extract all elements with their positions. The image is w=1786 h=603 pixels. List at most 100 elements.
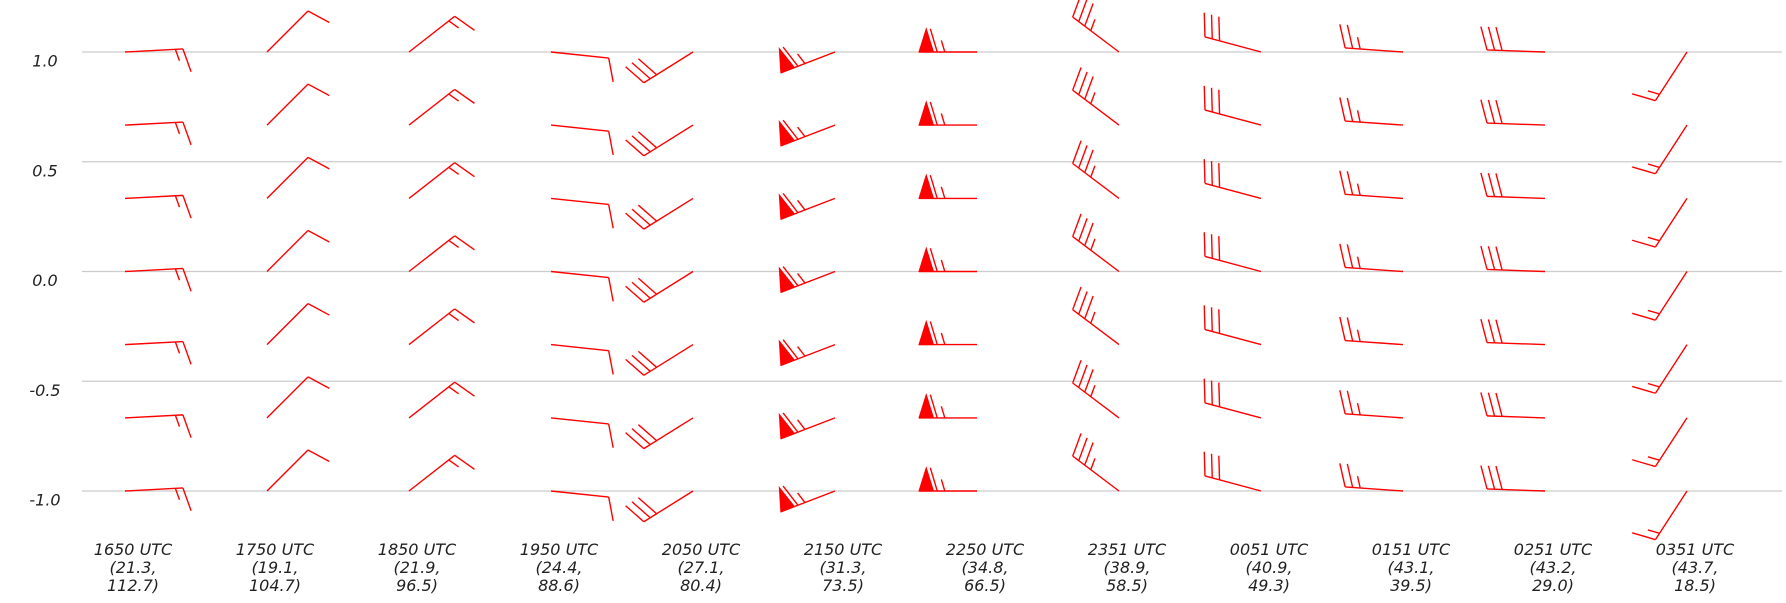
barb-line xyxy=(1084,149,1094,173)
x-tick-line: (27.1, xyxy=(678,558,725,577)
x-tick-line: (19.1, xyxy=(252,558,299,577)
barb-staff xyxy=(1654,51,1688,102)
barb-line xyxy=(174,122,181,135)
barb-line xyxy=(1072,433,1082,457)
wind-barb xyxy=(1631,198,1688,248)
wind-barb xyxy=(778,46,836,74)
barb-line xyxy=(1356,329,1361,342)
barb-line xyxy=(1356,110,1361,123)
barb-line xyxy=(307,449,330,463)
barb-line xyxy=(940,479,946,492)
barb-line xyxy=(1346,244,1354,269)
barb-staff xyxy=(643,343,694,376)
barb-line xyxy=(1072,67,1082,91)
barb-line xyxy=(1090,92,1096,105)
barb-staff xyxy=(1345,486,1404,492)
barb-line xyxy=(182,487,192,512)
wind-barb xyxy=(266,376,330,419)
barb-line xyxy=(782,485,799,506)
x-tick-line: (31.3, xyxy=(820,558,867,577)
barb-line xyxy=(625,505,645,523)
barb-line xyxy=(174,415,181,427)
barb-line xyxy=(1495,465,1503,490)
barb-staff xyxy=(124,267,183,273)
barb-staff xyxy=(1072,382,1120,419)
barb-line xyxy=(796,126,806,138)
x-tick-line: (21.3, xyxy=(110,558,157,577)
barb-line xyxy=(1078,437,1088,461)
wind-barb xyxy=(918,27,977,53)
barb-line xyxy=(1487,392,1496,417)
x-tick-line: (43.2, xyxy=(1530,558,1577,577)
x-tick-line: 1850 UTC xyxy=(378,540,457,559)
barb-staff xyxy=(1204,402,1262,419)
barb-line xyxy=(1647,163,1660,169)
barb-line xyxy=(1090,238,1096,251)
barb-line xyxy=(625,358,645,376)
barb-line xyxy=(796,492,806,503)
barb-line xyxy=(1495,26,1503,51)
barb-line xyxy=(307,229,330,243)
wind-barb xyxy=(550,197,614,229)
barb-line xyxy=(1647,236,1660,242)
x-tick-line: (43.1, xyxy=(1388,558,1435,577)
barb-line xyxy=(1631,385,1656,394)
barb-line xyxy=(454,308,475,324)
wind-barb xyxy=(266,449,330,492)
barb-staff xyxy=(1204,255,1262,273)
x-tick-line: 2250 UTC xyxy=(946,540,1025,559)
barb-line xyxy=(1339,24,1346,49)
wind-barb xyxy=(918,319,977,346)
barb-line xyxy=(637,497,658,515)
wind-barb xyxy=(918,246,977,273)
barb-staff xyxy=(408,88,456,126)
wind-barb xyxy=(778,339,836,367)
barb-flag xyxy=(778,412,796,440)
barb-staff xyxy=(1345,193,1404,200)
barb-staff xyxy=(1345,47,1404,53)
barb-line xyxy=(1210,453,1213,478)
barb-line xyxy=(1203,305,1206,330)
x-tick-line: 96.5) xyxy=(396,576,438,595)
barb-line xyxy=(454,162,475,178)
barb-staff xyxy=(1487,268,1546,273)
barb-line xyxy=(1084,76,1094,100)
barb-staff xyxy=(550,51,609,59)
barb-line xyxy=(607,131,614,156)
wind-barb xyxy=(266,10,330,53)
barb-line xyxy=(1480,99,1488,124)
barb-line xyxy=(1631,459,1656,468)
barb-line xyxy=(307,156,330,170)
barb-staff xyxy=(124,121,183,126)
barb-line xyxy=(625,212,645,230)
barb-staff xyxy=(1345,413,1404,419)
barb-line xyxy=(1218,89,1221,115)
wind-barb xyxy=(408,235,475,273)
barb-line xyxy=(1078,145,1088,169)
barb-line xyxy=(1346,390,1354,415)
barb-line xyxy=(1495,392,1503,417)
barb-flag xyxy=(918,246,935,272)
barb-line xyxy=(1218,382,1221,407)
wind-barb xyxy=(1480,172,1546,200)
barb-line xyxy=(1218,309,1221,334)
barb-line xyxy=(1346,317,1354,342)
barb-flag xyxy=(778,266,796,293)
wind-barb xyxy=(266,229,330,272)
wind-barb xyxy=(625,51,694,84)
barb-staff xyxy=(1072,236,1120,273)
wind-barb xyxy=(625,124,694,157)
barb-line xyxy=(307,302,330,316)
barb-line xyxy=(174,341,181,354)
barb-staff xyxy=(550,124,609,132)
barb-staff xyxy=(124,414,183,419)
x-tick-label: 0051 UTC (40.9, 49.3) xyxy=(1230,540,1309,595)
barb-line xyxy=(1356,402,1361,416)
barb-line xyxy=(1631,166,1656,175)
barb-staff xyxy=(1204,328,1262,346)
wind-barb xyxy=(1339,316,1404,346)
barb-line xyxy=(1480,172,1488,197)
barb-staff xyxy=(1072,455,1120,492)
barb-line xyxy=(182,268,192,292)
